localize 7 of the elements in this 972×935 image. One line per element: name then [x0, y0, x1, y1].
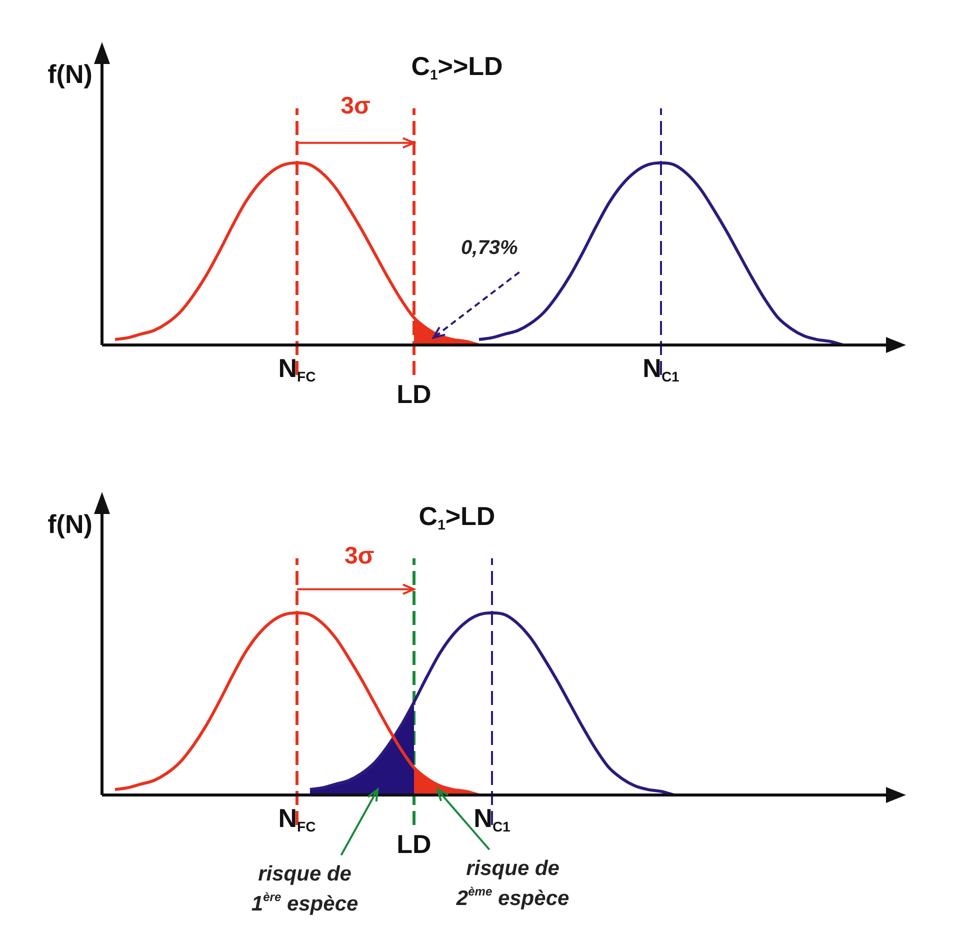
y-axis-title: f(N) [48, 59, 92, 89]
x-tick-label: LD [396, 829, 432, 859]
text: 3σ [340, 92, 370, 120]
annotation: 0,73% [461, 236, 518, 259]
x-tick-label: LD [396, 379, 432, 409]
text: 3σ [344, 542, 374, 570]
y-axis-title: f(N) [48, 509, 92, 539]
